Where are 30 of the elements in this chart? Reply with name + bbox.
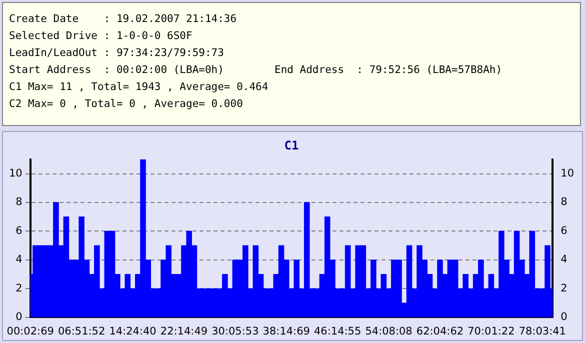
- chart-title: C1: [284, 138, 299, 152]
- x-tick-label: 00:02:69: [6, 325, 54, 338]
- y2-tick-label: 10: [560, 168, 574, 180]
- y2-tick-label: 2: [560, 282, 568, 294]
- x-tick-label: 06:51:52: [58, 325, 106, 338]
- x-tick-label: 14:24:40: [109, 325, 156, 338]
- x-tick-label: 54:08:08: [365, 325, 412, 338]
- text: LeadIn/LeadOut : 97:34:23/79:59:73: [9, 46, 225, 61]
- text: C1 Max= 11 , Total= 1943 , Average= 0.464: [9, 80, 270, 95]
- text: Start Address : 00:02:00 (LBA=0h) End Address : 79:52:56 (LBA=57B8Ah): [9, 63, 504, 78]
- x-tick-label: 46:14:55: [314, 325, 362, 338]
- x-tick-label: 70:01:22: [468, 325, 515, 338]
- x-tick-label: 30:05:53: [212, 325, 259, 338]
- text: C2 Max= 0 , Total= 0 , Average= 0.000: [9, 97, 244, 112]
- y-tick-label: 8: [16, 196, 22, 208]
- text: Create Date : 19.02.2007 21:14:36: [9, 12, 238, 27]
- y2-tick-label: 6: [560, 224, 568, 237]
- y2-tick-label: 4: [560, 254, 568, 266]
- x-tick-label: 78:03:41: [518, 325, 566, 338]
- y-tick-label: 0: [16, 311, 22, 324]
- x-tick-label: 22:14:49: [160, 325, 208, 338]
- text: Selected Drive : 1-0-0-0 6S0F: [9, 29, 194, 44]
- y2-tick-label: 8: [560, 196, 568, 208]
- x-tick-label: 38:14:69: [262, 325, 310, 338]
- x-tick-label: 62:04:62: [416, 325, 464, 338]
- y-tick-label: 4: [16, 254, 23, 266]
- y-tick-label: 2: [16, 282, 22, 294]
- y-tick-label: 10: [8, 168, 22, 180]
- y-tick-label: 6: [16, 224, 23, 237]
- y2-tick-label: 0: [560, 311, 568, 324]
